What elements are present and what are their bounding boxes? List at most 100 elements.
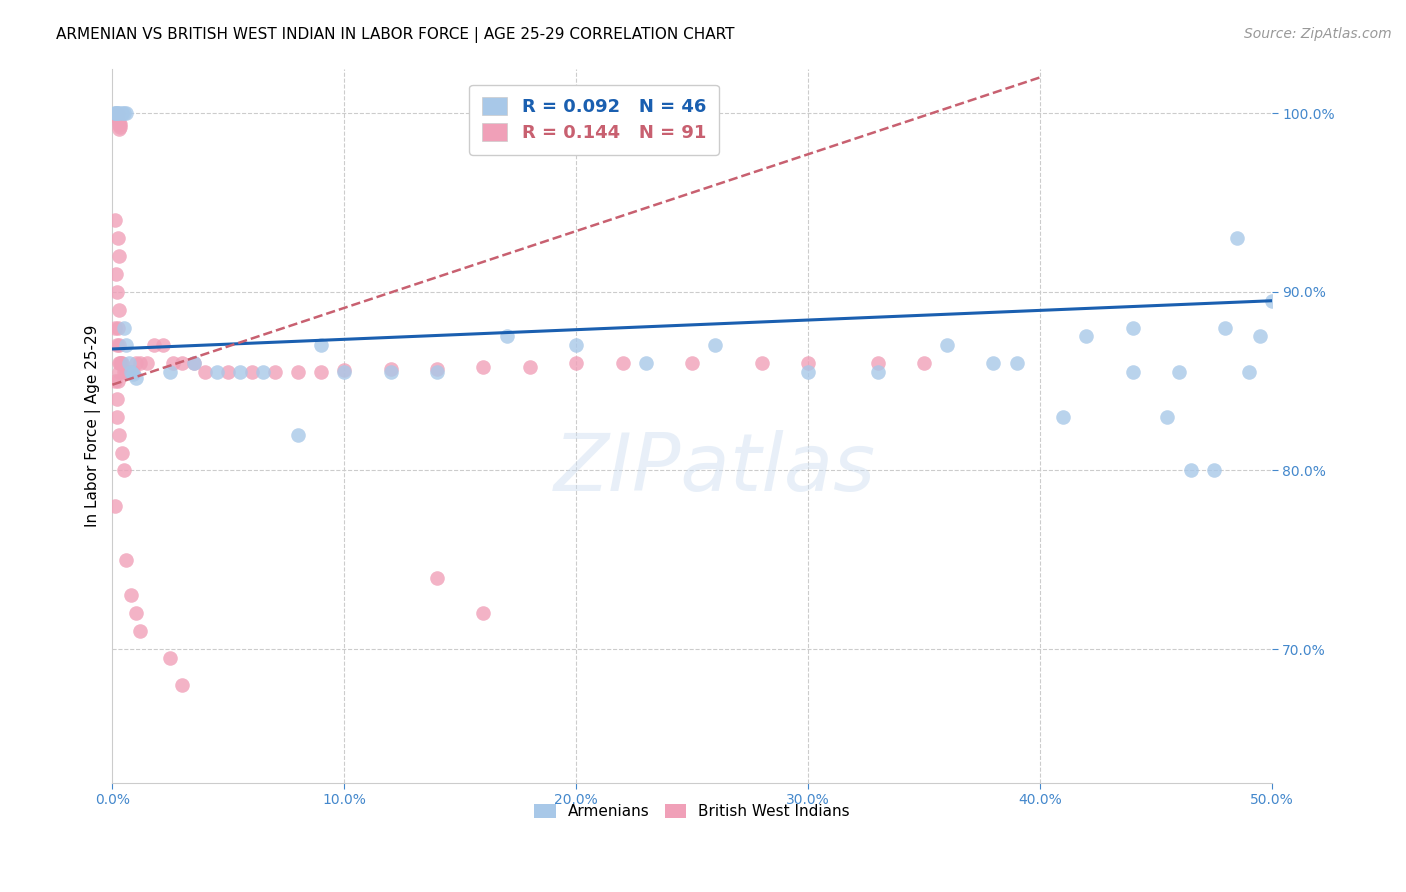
Point [108,427,131,442]
Point [124,356,146,370]
Point [1005,356,1028,370]
Point [104,108,127,122]
Point [105,106,128,120]
Point [797,365,820,379]
Point [105,338,128,352]
Point [1180,463,1202,477]
Point [983,356,1005,370]
Point [263,365,285,379]
Point [120,589,142,603]
Point [426,571,449,585]
Point [105,109,128,123]
Point [124,370,146,384]
Point [107,374,129,388]
Point [115,365,138,379]
Text: Source: ZipAtlas.com: Source: ZipAtlas.com [1244,27,1392,41]
Point [309,365,332,379]
Point [936,338,959,352]
Point [112,463,135,477]
Point [104,320,127,334]
Point [309,338,332,352]
Point [108,302,131,317]
Point [1122,320,1144,334]
Point [1260,293,1282,308]
Point [866,356,889,370]
Point [229,365,252,379]
Point [704,338,727,352]
Point [129,356,152,370]
Point [115,106,138,120]
Point [104,107,127,121]
Point [120,365,142,379]
Point [103,108,125,122]
Point [1156,409,1178,424]
Point [217,365,239,379]
Point [333,363,356,377]
Point [519,359,541,374]
Point [162,356,184,370]
Point [333,365,356,379]
Point [159,365,181,379]
Point [136,356,159,370]
Point [104,106,127,120]
Point [104,106,127,120]
Point [111,356,134,370]
Point [152,338,174,352]
Point [1168,365,1191,379]
Point [472,359,495,374]
Point [104,267,127,281]
Y-axis label: In Labor Force | Age 25-29: In Labor Force | Age 25-29 [86,325,101,527]
Point [115,338,138,352]
Point [107,116,129,130]
Point [122,365,145,379]
Point [634,356,657,370]
Point [183,356,205,370]
Point [129,624,152,639]
Point [112,365,135,379]
Point [1237,365,1260,379]
Point [110,356,132,370]
Point [252,365,274,379]
Point [104,213,127,227]
Point [105,285,128,299]
Point [380,361,402,376]
Point [108,249,131,263]
Point [117,365,139,379]
Point [565,338,588,352]
Point [104,108,127,122]
Point [112,320,135,334]
Point [380,365,402,379]
Point [124,607,146,621]
Point [681,356,703,370]
Point [426,361,449,376]
Point [105,409,128,424]
Point [105,108,128,122]
Point [103,108,125,122]
Point [108,106,131,120]
Point [108,365,131,379]
Point [143,338,166,352]
Point [912,356,935,370]
Point [111,106,134,120]
Point [1076,329,1098,343]
Text: ZIPatlas: ZIPatlas [554,430,876,508]
Point [108,118,131,132]
Point [797,356,820,370]
Point [751,356,773,370]
Point [107,231,129,245]
Point [105,108,128,122]
Point [108,122,131,136]
Point [170,356,193,370]
Point [105,392,128,406]
Point [1202,463,1225,477]
Point [495,329,517,343]
Point [104,109,127,123]
Point [104,499,127,513]
Point [105,108,128,122]
Point [115,553,138,567]
Point [612,356,634,370]
Point [170,678,193,692]
Point [108,356,131,370]
Point [287,365,309,379]
Point [1215,320,1237,334]
